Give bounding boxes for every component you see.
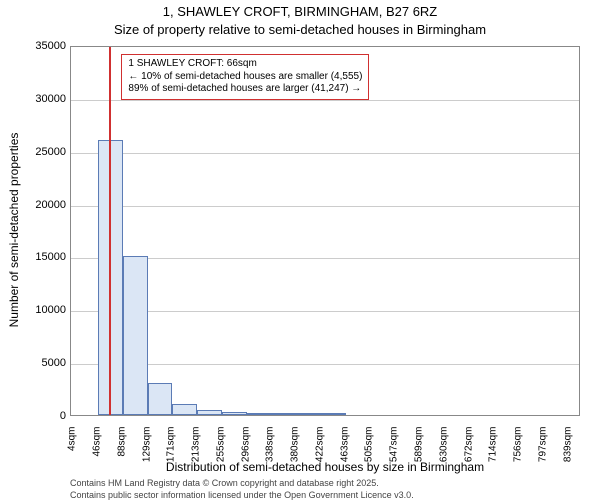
y-tick-label: 30000 [26,93,66,105]
histogram-bar [123,256,148,415]
x-tick-label: 338sqm [265,427,276,463]
annotation-box: 1 SHAWLEY CROFT: 66sqm ← 10% of semi-det… [121,54,369,100]
x-tick-label: 463sqm [339,427,350,463]
x-tick-label: 255sqm [216,427,227,463]
histogram-bar [321,413,346,415]
x-tick-label: 630sqm [438,427,449,463]
x-tick-label: 4sqm [67,427,78,451]
x-tick-label: 422sqm [315,427,326,463]
x-tick-label: 839sqm [562,427,573,463]
x-tick-label: 296sqm [240,427,251,463]
x-tick-label: 213sqm [191,427,202,463]
x-tick-label: 756sqm [513,427,524,463]
annotation-line: 89% of semi-detached houses are larger (… [128,83,362,96]
histogram-bar [271,413,296,415]
x-tick-label: 714sqm [488,427,499,463]
x-axis-label: Distribution of semi-detached houses by … [70,460,580,474]
x-tick-label: 46sqm [92,427,103,457]
y-tick-label: 10000 [26,304,66,316]
gridline [71,206,579,207]
y-tick-label: 0 [26,410,66,422]
property-marker-line [109,47,111,415]
chart-container: 1, SHAWLEY CROFT, BIRMINGHAM, B27 6RZ Si… [0,0,600,500]
chart-title-line2: Size of property relative to semi-detach… [0,22,600,37]
histogram-bar [222,412,247,415]
histogram-bar [247,413,272,415]
y-axis-label: Number of semi-detached properties [7,133,21,328]
histogram-bar [148,383,173,415]
histogram-bar [197,410,222,415]
annotation-line: 1 SHAWLEY CROFT: 66sqm [128,58,362,71]
y-tick-label: 35000 [26,40,66,52]
x-tick-label: 589sqm [414,427,425,463]
chart-title-line1: 1, SHAWLEY CROFT, BIRMINGHAM, B27 6RZ [0,4,600,19]
footer-text: Contains HM Land Registry data © Crown c… [70,478,414,501]
y-tick-label: 25000 [26,146,66,158]
gridline [71,100,579,101]
x-tick-label: 672sqm [463,427,474,463]
x-tick-label: 88sqm [117,427,128,457]
gridline [71,153,579,154]
x-tick-label: 171sqm [166,427,177,463]
x-tick-label: 505sqm [364,427,375,463]
plot-area: 1 SHAWLEY CROFT: 66sqm ← 10% of semi-det… [70,46,580,416]
footer-line1: Contains HM Land Registry data © Crown c… [70,478,414,490]
x-tick-label: 129sqm [141,427,152,463]
x-tick-label: 547sqm [389,427,400,463]
y-tick-label: 20000 [26,199,66,211]
y-tick-label: 15000 [26,251,66,263]
x-tick-label: 797sqm [537,427,548,463]
annotation-line: ← 10% of semi-detached houses are smalle… [128,71,362,84]
footer-line2: Contains public sector information licen… [70,490,414,501]
histogram-bar [296,413,321,415]
y-tick-label: 5000 [26,357,66,369]
x-tick-label: 380sqm [290,427,301,463]
histogram-bar [172,404,197,415]
